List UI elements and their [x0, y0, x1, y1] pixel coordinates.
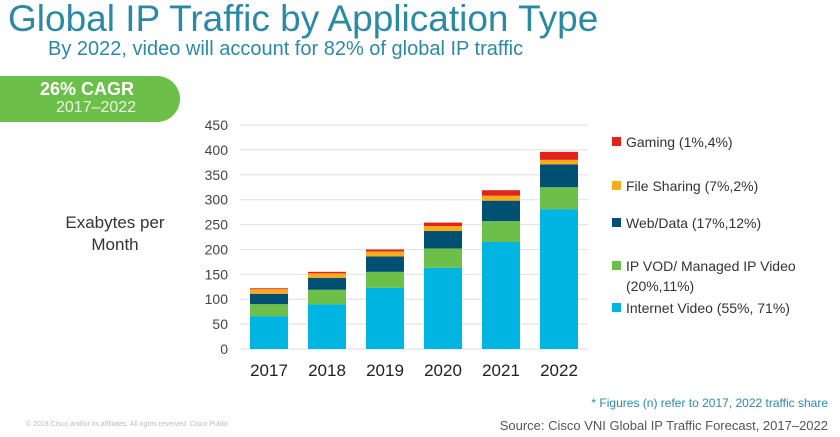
bar-segment-2019-4: [366, 249, 404, 252]
page-subtitle: By 2022, video will account for 82% of g…: [48, 38, 524, 60]
cagr-period: 2017–2022: [56, 99, 137, 116]
bar-segment-2018-1: [308, 289, 346, 305]
bar-segment-2020-1: [424, 248, 462, 268]
bar-segment-2018-0: [308, 304, 346, 349]
legend-swatch: [612, 261, 621, 270]
legend-item: Web/Data (17%,12%): [612, 213, 761, 233]
legend-item: Gaming (1%,4%): [612, 132, 733, 152]
bar-segment-2019-2: [366, 256, 404, 272]
y-axis-label: Exabytes per Month: [65, 213, 165, 254]
bar-segment-2021-3: [482, 195, 520, 201]
y-tick-label: 100: [205, 291, 229, 307]
bar-segment-2017-3: [250, 289, 288, 294]
legend-label: Web/Data (17%,12%): [626, 215, 762, 231]
y-tick-label: 450: [205, 117, 229, 133]
cagr-value: 26% CAGR: [40, 79, 135, 99]
legend-swatch: [612, 303, 621, 312]
bar-segment-2021-2: [482, 200, 520, 222]
footnote: * Figures (n) refer to 2017, 2022 traffi…: [591, 396, 828, 410]
bar-segment-2022-1: [540, 187, 578, 210]
y-tick-label: 250: [205, 217, 229, 233]
legend-item: IP VOD/ Managed IP Video (20%,11%): [612, 256, 802, 296]
bar-segment-2019-1: [366, 271, 404, 288]
bar-segment-2019-0: [366, 287, 404, 349]
y-tick-label: 0: [220, 341, 228, 357]
x-tick-label: 2020: [424, 361, 462, 380]
bar-segment-2019-3: [366, 251, 404, 257]
x-tick-label: 2017: [250, 361, 288, 380]
page-title: Global IP Traffic by Application Type: [8, 0, 599, 39]
y-tick-label: 350: [205, 167, 229, 183]
x-tick-label: 2021: [482, 361, 520, 380]
bar-segment-2020-3: [424, 226, 462, 232]
legend-label: Gaming (1%,4%): [626, 134, 733, 150]
y-tick-label: 150: [205, 266, 229, 282]
legend-label: File Sharing (7%,2%): [626, 178, 759, 194]
legend-label: Internet Video (55%, 71%): [626, 300, 790, 316]
cagr-badge: [0, 76, 180, 122]
bar-segment-2017-0: [250, 316, 288, 349]
source-note: Source: Cisco VNI Global IP Traffic Fore…: [499, 418, 828, 433]
legend-item: File Sharing (7%,2%): [612, 176, 758, 196]
bar-segment-2022-2: [540, 164, 578, 188]
bar-segment-2017-2: [250, 293, 288, 305]
y-tick-label: 300: [205, 192, 229, 208]
bar-segment-2018-4: [308, 271, 346, 274]
legend-item: Internet Video (55%, 71%): [612, 298, 790, 318]
bar-segment-2021-0: [482, 241, 520, 349]
x-tick-label: 2022: [540, 361, 578, 380]
bar-segment-2021-4: [482, 190, 520, 196]
bar-segment-2018-3: [308, 273, 346, 278]
legend-swatch: [612, 218, 621, 227]
bar-segment-2018-2: [308, 277, 346, 290]
bar-segment-2017-4: [250, 288, 288, 290]
legend-swatch: [612, 181, 621, 190]
x-tick-label: 2019: [366, 361, 404, 380]
bar-segment-2020-2: [424, 231, 462, 249]
bar-segment-2020-0: [424, 267, 462, 349]
x-tick-label: 2018: [308, 361, 346, 380]
bar-segment-2017-1: [250, 304, 288, 317]
copyright: © 2018 Cisco and/or its affiliates. All …: [26, 421, 229, 428]
y-tick-label: 200: [205, 241, 229, 257]
bar-segment-2022-3: [540, 159, 578, 165]
y-tick-label: 50: [212, 316, 228, 332]
legend-label: IP VOD/ Managed IP Video (20%,11%): [626, 258, 796, 294]
bar-segment-2021-1: [482, 221, 520, 242]
y-tick-label: 400: [205, 142, 229, 158]
bar-segment-2022-0: [540, 209, 578, 349]
legend-swatch: [612, 137, 621, 146]
bar-segment-2020-4: [424, 222, 462, 227]
bar-segment-2022-4: [540, 151, 578, 160]
